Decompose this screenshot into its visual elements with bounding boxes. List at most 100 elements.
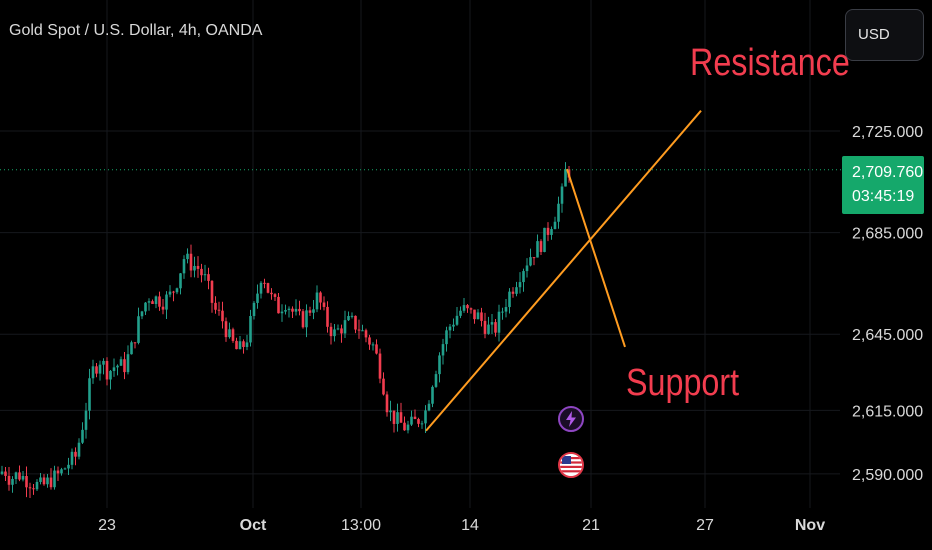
candle bbox=[319, 291, 322, 310]
candle bbox=[511, 287, 515, 298]
candle bbox=[42, 474, 46, 486]
candle bbox=[364, 328, 368, 343]
candle bbox=[200, 263, 203, 283]
candle bbox=[203, 264, 207, 281]
candle bbox=[413, 409, 417, 420]
candle bbox=[518, 272, 522, 294]
candle bbox=[46, 473, 49, 488]
candle bbox=[357, 319, 361, 339]
chart-axes: 2,725.000 2,685.000 2,645.000 2,615.000 2,59… bbox=[98, 124, 923, 534]
currency-button[interactable]: USD bbox=[845, 9, 924, 61]
candle bbox=[67, 457, 70, 476]
candle bbox=[91, 359, 95, 384]
candle bbox=[312, 299, 315, 320]
candle bbox=[98, 360, 102, 381]
last-price-badge: 2,709.760 03:45:19 bbox=[842, 156, 924, 214]
candle bbox=[515, 281, 518, 297]
candle bbox=[168, 285, 172, 298]
candle bbox=[469, 307, 473, 314]
candle bbox=[462, 298, 466, 313]
candle bbox=[70, 448, 74, 470]
candle bbox=[284, 304, 287, 315]
candle bbox=[308, 306, 312, 317]
candle bbox=[473, 309, 476, 324]
candle bbox=[403, 416, 406, 431]
candle bbox=[249, 309, 252, 347]
x-tick-label: 21 bbox=[582, 517, 600, 534]
candle bbox=[392, 410, 396, 433]
candle bbox=[333, 324, 336, 342]
candle bbox=[193, 256, 196, 278]
candle bbox=[322, 296, 326, 311]
candle bbox=[175, 287, 179, 295]
x-tick-label: 14 bbox=[461, 517, 479, 534]
candle bbox=[315, 285, 319, 313]
candle bbox=[375, 339, 378, 355]
symbol-title: Gold Spot / U.S. Dollar, 4h, OANDA bbox=[9, 22, 263, 39]
candle bbox=[14, 471, 18, 485]
candle bbox=[480, 307, 483, 327]
candlestick-series bbox=[0, 162, 571, 498]
candle bbox=[217, 301, 221, 316]
candle bbox=[179, 273, 182, 295]
candle bbox=[158, 291, 161, 311]
x-tick-label: Nov bbox=[795, 517, 825, 534]
candle bbox=[277, 292, 280, 314]
candle bbox=[228, 322, 231, 339]
y-tick-label: 2,615.000 bbox=[852, 403, 923, 420]
candle bbox=[161, 299, 165, 315]
candle bbox=[389, 400, 392, 422]
us-flag-icon[interactable] bbox=[558, 452, 584, 478]
candle bbox=[522, 268, 525, 292]
candle bbox=[543, 227, 546, 253]
candle bbox=[441, 338, 445, 365]
candle bbox=[270, 288, 273, 300]
candle bbox=[529, 248, 532, 267]
y-tick-label: 2,645.000 bbox=[852, 327, 923, 344]
candle bbox=[81, 422, 84, 445]
y-tick-label: 2,685.000 bbox=[852, 226, 923, 243]
candle bbox=[329, 322, 333, 345]
candle bbox=[221, 301, 224, 329]
last-price-value: 2,709.760 bbox=[852, 164, 924, 181]
candle bbox=[196, 256, 200, 278]
candle bbox=[137, 307, 140, 345]
candle bbox=[525, 258, 529, 278]
candle bbox=[340, 324, 343, 343]
candle bbox=[231, 327, 235, 343]
lightning-icon[interactable] bbox=[558, 406, 584, 432]
candle bbox=[497, 304, 501, 342]
candle bbox=[28, 482, 32, 498]
candle bbox=[378, 348, 382, 384]
candle bbox=[280, 304, 284, 322]
candle bbox=[165, 291, 168, 320]
candle bbox=[154, 295, 158, 309]
candle bbox=[438, 352, 441, 383]
candle bbox=[368, 334, 371, 350]
candle bbox=[112, 358, 116, 377]
candle bbox=[350, 312, 354, 319]
support-label: Support bbox=[626, 362, 740, 404]
candle bbox=[74, 447, 77, 466]
candle bbox=[84, 402, 88, 439]
candle bbox=[126, 345, 130, 375]
candle bbox=[60, 467, 63, 476]
candle bbox=[252, 301, 256, 320]
candle bbox=[539, 239, 543, 255]
candle bbox=[25, 466, 28, 498]
candle bbox=[242, 339, 245, 354]
resistance-trend-line bbox=[425, 110, 702, 432]
candle bbox=[238, 336, 242, 350]
candle bbox=[326, 301, 329, 333]
candle bbox=[105, 357, 109, 386]
candle bbox=[147, 298, 151, 311]
candle bbox=[116, 364, 119, 376]
candle bbox=[354, 315, 357, 334]
candle bbox=[483, 312, 487, 339]
candle bbox=[294, 299, 298, 316]
candle bbox=[361, 324, 364, 332]
candle bbox=[11, 476, 14, 493]
candle bbox=[207, 267, 210, 290]
